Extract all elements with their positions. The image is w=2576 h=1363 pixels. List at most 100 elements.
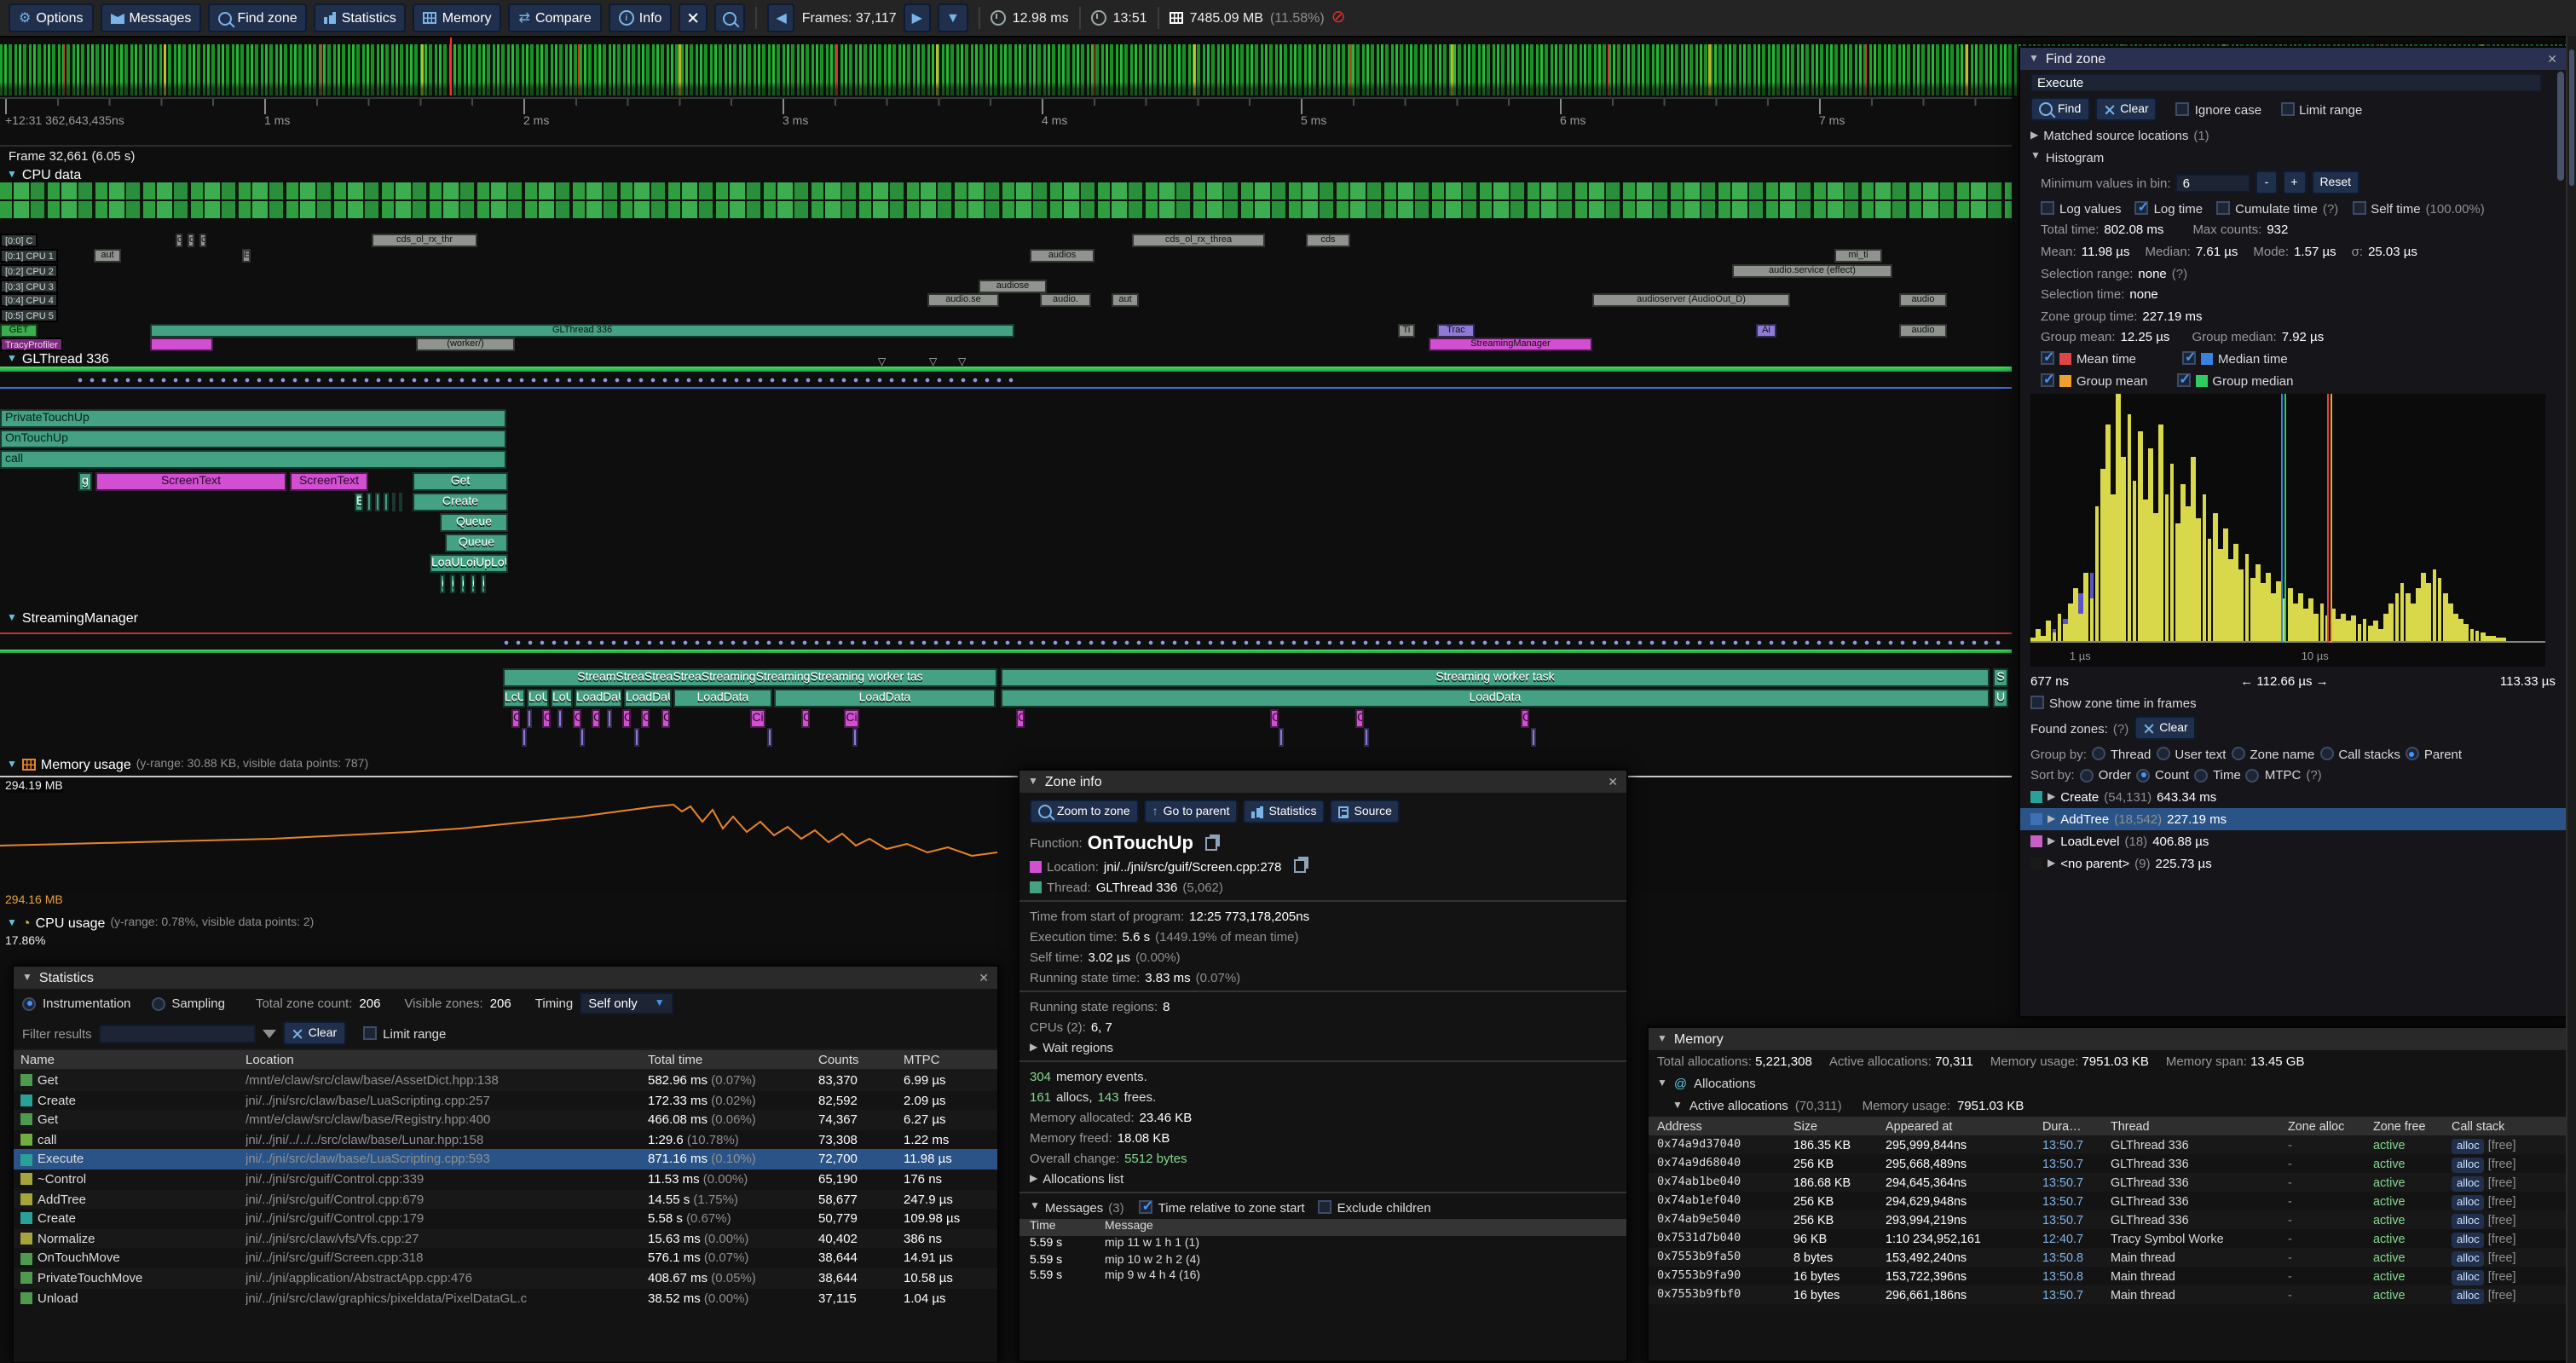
find-button[interactable]: Find <box>2030 97 2090 122</box>
alloc-duration[interactable]: 13:50.7 <box>2042 1175 2083 1190</box>
alloc-callstack-button[interactable]: alloc <box>2452 1289 2485 1304</box>
cpu-zone[interactable]: Ti <box>1398 324 1415 338</box>
glthread-zone[interactable] <box>375 493 380 511</box>
limit-range-checkbox[interactable] <box>2280 102 2295 117</box>
streaming-zone[interactable] <box>557 709 563 728</box>
cpu-zone[interactable]: aut <box>1112 293 1139 307</box>
self-time-checkbox[interactable] <box>2352 201 2366 216</box>
memory-column-header[interactable]: Appeared at <box>1886 1118 1953 1134</box>
message-row[interactable]: 5.59 s mip 11 w 1 h 1 (1) <box>1030 1238 1200 1250</box>
connection-lost-icon[interactable]: ⊘ <box>1331 9 1346 27</box>
streaming-zone[interactable]: C <box>641 709 650 728</box>
statistics-row[interactable]: Create jni/../jni/src/claw/base/LuaScrip… <box>14 1090 997 1110</box>
collapse-icon[interactable]: ▼ <box>7 170 17 180</box>
cpu-zone[interactable]: GET <box>0 324 38 338</box>
log-time-checkbox[interactable] <box>2134 200 2149 216</box>
streaming-zone[interactable]: Ci <box>844 709 859 728</box>
glthread-zone[interactable]: g <box>78 472 92 491</box>
statistics-row[interactable]: OnTouchMove jni/../jni/src/guif/Screen.c… <box>14 1249 997 1268</box>
sort-mtpc-radio[interactable] <box>2245 768 2260 783</box>
alloc-duration[interactable]: 12:40.7 <box>2042 1231 2083 1246</box>
streaming-zone[interactable] <box>580 728 585 747</box>
streaming-zone[interactable] <box>852 728 858 747</box>
section-header-cpu-usage[interactable]: ▼ ◔ CPU usage (y-range: 0.78%, visible d… <box>7 915 314 931</box>
streaming-zone[interactable] <box>767 728 772 747</box>
collapse-icon[interactable]: ▼ <box>7 759 17 770</box>
memory-column-header[interactable]: Zone free <box>2373 1118 2426 1134</box>
statistics-row[interactable]: PrivateTouchMove jni/../jni/application/… <box>14 1268 997 1289</box>
cpu-zone[interactable]: Ai <box>1756 324 1776 338</box>
column-time[interactable]: Time <box>1030 1221 1056 1233</box>
collapse-icon[interactable]: ▼ <box>22 973 32 983</box>
streaming-zone[interactable]: LoadData <box>774 689 996 707</box>
streaming-zone[interactable]: C <box>1521 709 1529 728</box>
found-zone-row[interactable]: ▶ Create (54,131) 643.34 ms <box>2020 787 2566 809</box>
cpu-zone[interactable]: audios <box>1030 249 1095 263</box>
streaming-zone[interactable]: LoadData <box>1001 689 1990 707</box>
thread-tag[interactable]: [0:0] C <box>0 234 38 247</box>
median-time-checkbox[interactable] <box>2182 350 2196 366</box>
collapse-icon[interactable]: ▼ <box>7 918 17 928</box>
alloc-duration[interactable]: 13:50.7 <box>2042 1137 2083 1152</box>
funnel-icon[interactable] <box>262 1029 276 1037</box>
compare-button[interactable]: ⇄ Compare <box>508 3 602 32</box>
streaming-zone[interactable] <box>607 709 612 728</box>
streaming-zone[interactable]: LoadDaU <box>624 689 672 707</box>
alloc-duration[interactable]: 13:50.7 <box>2042 1156 2083 1171</box>
options-button[interactable]: ⚙ Options <box>9 3 94 32</box>
streaming-zone[interactable]: U <box>1993 689 2008 707</box>
histogram-expander[interactable]: ▼ Histogram <box>2030 149 2105 165</box>
glthread-zone[interactable] <box>392 493 396 511</box>
streaming-zone[interactable]: LoU <box>551 689 573 707</box>
glthread-zone[interactable]: ScreenText <box>95 472 286 491</box>
memory-column-header[interactable]: Zone alloc <box>2288 1118 2345 1134</box>
increase-bin-button[interactable]: + <box>2282 170 2307 195</box>
cpu-zone[interactable]: audio <box>1899 293 1947 307</box>
expand-icon[interactable]: ▶ <box>2048 837 2056 848</box>
thread-tag[interactable]: [0:5] CPU 5 <box>0 309 59 322</box>
streaming-zone[interactable]: C <box>1355 709 1364 728</box>
streaming-zone[interactable]: LoadDaU <box>575 689 622 707</box>
statistics-title-bar[interactable]: ▼ Statistics ✕ <box>14 967 997 989</box>
streaming-zone[interactable] <box>1531 728 1536 747</box>
thread-tag[interactable]: [0:2] CPU 2 <box>0 264 59 278</box>
collapse-icon[interactable]: ▼ <box>1028 777 1038 787</box>
glthread-zone[interactable]: ScreenText <box>290 472 368 491</box>
alloc-callstack-button[interactable]: alloc <box>2452 1214 2485 1229</box>
glthread-zone[interactable]: ( <box>450 575 455 593</box>
allocation-row[interactable]: 0x74a9d68040 256 KB 295,668,489ns 13:50.… <box>1649 1154 2574 1173</box>
alloc-callstack-button[interactable]: alloc <box>2452 1139 2485 1154</box>
allocation-row[interactable]: 0x7553b9fa50 8 bytes 153,492,240ns 13:50… <box>1649 1248 2574 1267</box>
messages-expander[interactable]: ▼ Messages(3) Time relative to zone star… <box>1019 1197 1626 1217</box>
zone-info-title-bar[interactable]: ▼ Zone info ✕ <box>1019 771 1626 793</box>
group-user-text-radio[interactable] <box>2156 747 2170 761</box>
exclude-children-checkbox[interactable] <box>1318 1200 1332 1214</box>
zoom-to-zone-button[interactable]: Zoom to zone <box>1030 800 1139 823</box>
alloc-appeared-at[interactable]: 295,668,489ns <box>1886 1156 1967 1171</box>
cpu-zone[interactable]: (worker/) <box>416 338 515 351</box>
allocation-row[interactable]: 0x7553b9fbf0 16 bytes 296,661,186ns 13:5… <box>1649 1285 2574 1304</box>
find-zone-search-input[interactable] <box>2030 72 2542 92</box>
glthread-zone[interactable] <box>367 493 372 511</box>
streaming-zone[interactable]: C <box>661 709 670 728</box>
found-zone-row[interactable]: ▶ LoadLevel (18) 406.88 µs <box>2020 831 2566 853</box>
streaming-zone[interactable] <box>1364 728 1369 747</box>
cpu-zone[interactable]: aut <box>94 249 121 263</box>
alloc-duration[interactable]: 13:50.7 <box>2042 1212 2083 1227</box>
section-header-cpu-data[interactable]: ▼ CPU data <box>7 167 81 182</box>
streaming-zone[interactable]: LoU <box>527 689 549 707</box>
alloc-duration[interactable]: 13:50.8 <box>2042 1250 2083 1265</box>
alloc-appeared-at[interactable]: 295,999,844ns <box>1886 1137 1967 1152</box>
limit-range-checkbox[interactable] <box>362 1026 377 1040</box>
wait-regions-expander[interactable]: ▶ Wait regions <box>1030 1039 1114 1054</box>
allocation-row[interactable]: 0x7553b9fa90 16 bytes 153,722,396ns 13:5… <box>1649 1267 2574 1285</box>
glthread-zone[interactable] <box>384 493 389 511</box>
group-mean-checkbox[interactable] <box>2041 372 2054 388</box>
statistics-row[interactable]: Normalize jni/../jni/src/claw/vfs/Vfs.cp… <box>14 1228 997 1249</box>
collapse-icon[interactable]: ▼ <box>7 354 17 364</box>
collapse-icon[interactable]: ▼ <box>7 613 17 623</box>
memory-usage-chart[interactable]: 294.19 MB <box>0 776 2012 893</box>
streaming-zone[interactable]: C <box>573 709 581 728</box>
clear-filter-button[interactable]: Clear <box>282 1021 346 1045</box>
cpu-zone[interactable]: audio <box>1899 324 1947 338</box>
